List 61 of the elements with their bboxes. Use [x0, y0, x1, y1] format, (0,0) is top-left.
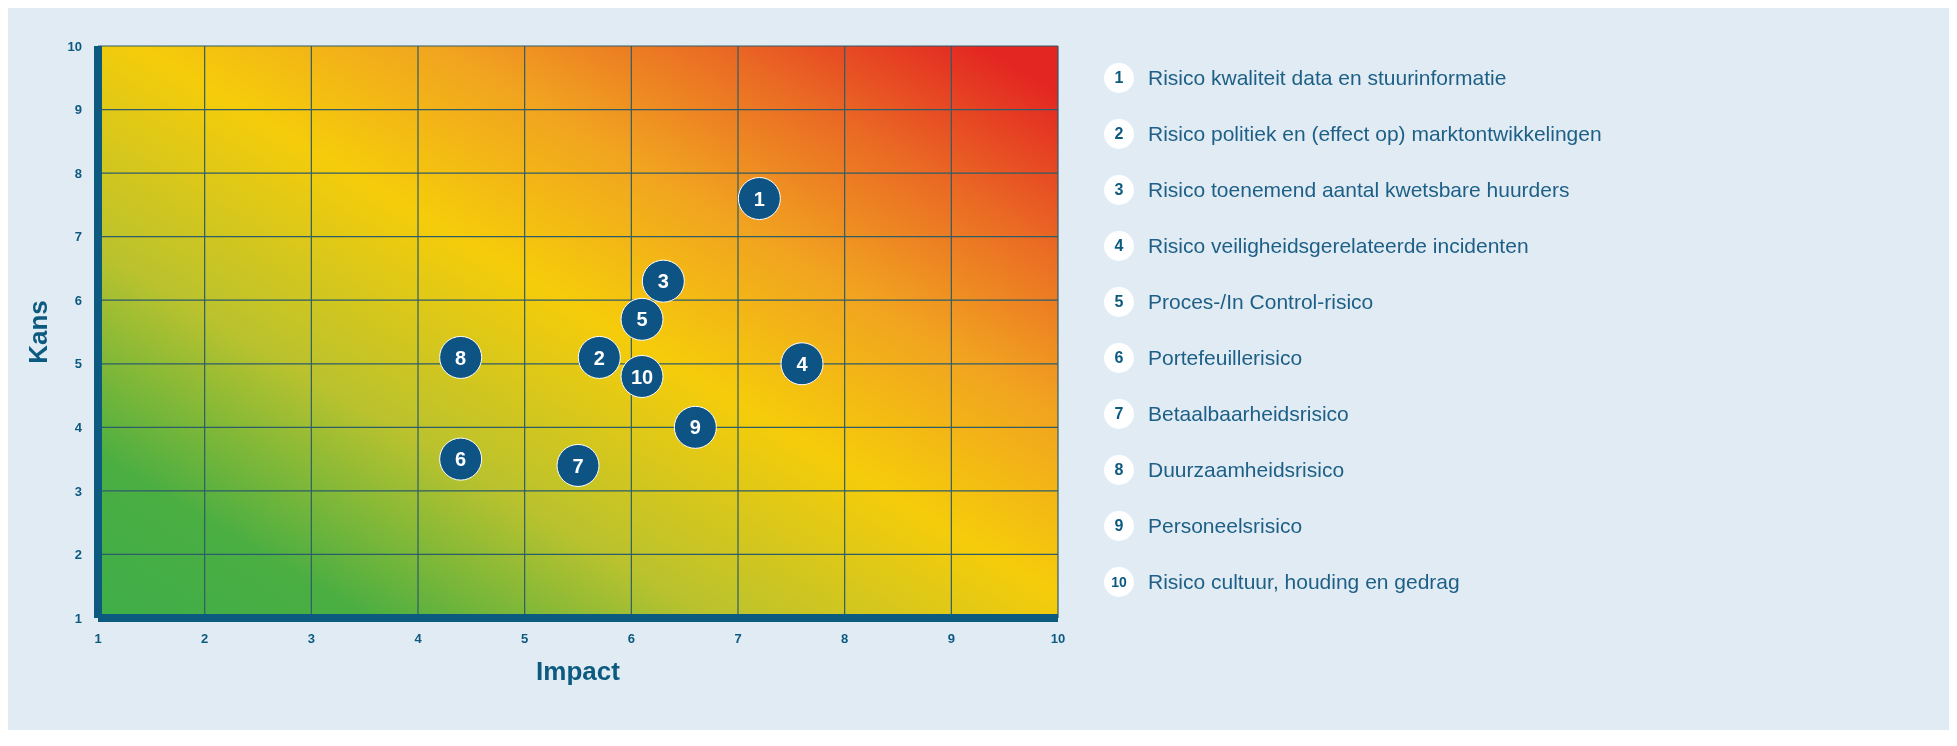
point — [439, 437, 483, 481]
y-tick-label: 3 — [74, 483, 82, 499]
text: Betaalbaarheidsrisico — [1148, 402, 1349, 426]
text: Risico politiek en (effect op) marktontwikkelingen — [1148, 122, 1602, 146]
y-tick-label: 1 — [74, 610, 82, 626]
x-tick-label: 9 — [947, 631, 955, 647]
text: 3 — [1114, 181, 1124, 198]
text: 2 — [1114, 125, 1124, 142]
text: Proces-/In Control-risico — [1148, 290, 1374, 314]
y-tick-label: 9 — [74, 102, 82, 118]
point — [737, 177, 781, 221]
text: Risico veiligheidsgerelateerde incidenten — [1148, 234, 1529, 258]
annotation: 5 — [636, 308, 648, 331]
text: Portefeuillerisico — [1148, 346, 1303, 370]
text: Risico toenemend aantal kwetsbare huurders — [1148, 178, 1570, 202]
text: 7 — [1114, 405, 1124, 422]
text: 8 — [1114, 461, 1124, 478]
annotation: 7 — [572, 454, 584, 477]
annotation: 6 — [455, 448, 467, 471]
annotation: 2 — [593, 346, 605, 369]
x-tick-label: 4 — [414, 631, 423, 647]
x-tick-label: 6 — [627, 631, 635, 647]
y-tick-label: 7 — [74, 229, 82, 245]
y-axis-title: Kans — [23, 300, 54, 364]
x-tick-label: 1 — [94, 631, 102, 647]
point — [641, 259, 685, 303]
point — [577, 335, 621, 379]
text: Risico cultuur, houding en gedrag — [1148, 570, 1460, 594]
text: 4 — [1114, 237, 1124, 254]
y-tick-label: 2 — [74, 547, 82, 563]
x-tick-label: 3 — [307, 631, 315, 647]
text: 6 — [1114, 349, 1124, 366]
annotation: 1 — [753, 187, 765, 210]
x-tick-label: 8 — [841, 631, 849, 647]
x-tick-label: 5 — [521, 631, 529, 647]
point — [673, 405, 717, 449]
annotation: 8 — [455, 346, 467, 369]
point — [780, 342, 824, 386]
annotation: 4 — [796, 352, 809, 375]
text: Duurzaamheidsrisico — [1148, 458, 1345, 482]
x-axis-title: Impact — [536, 656, 621, 686]
y-tick-label: 5 — [74, 356, 82, 372]
annotation: 10 — [630, 365, 654, 388]
y-tick-label: 6 — [74, 292, 82, 308]
annotation: 3 — [657, 270, 669, 293]
point — [556, 443, 600, 487]
x-tick-label: 2 — [201, 631, 209, 647]
y-tick-label: 8 — [74, 165, 82, 181]
text: 9 — [1114, 517, 1124, 534]
annotation: 9 — [689, 416, 701, 439]
point — [439, 335, 483, 379]
y-tick-label: 10 — [67, 38, 82, 54]
text: 1 — [1114, 69, 1124, 86]
text: Personeelsrisico — [1148, 514, 1303, 538]
text: 5 — [1114, 293, 1124, 310]
x-tick-label: 7 — [734, 631, 742, 647]
text: Risico kwaliteit data en stuurinformatie — [1148, 66, 1507, 90]
text: 10 — [1111, 574, 1127, 590]
x-tick-label: 10 — [1050, 631, 1066, 647]
point — [620, 297, 664, 341]
y-tick-label: 4 — [74, 419, 83, 435]
